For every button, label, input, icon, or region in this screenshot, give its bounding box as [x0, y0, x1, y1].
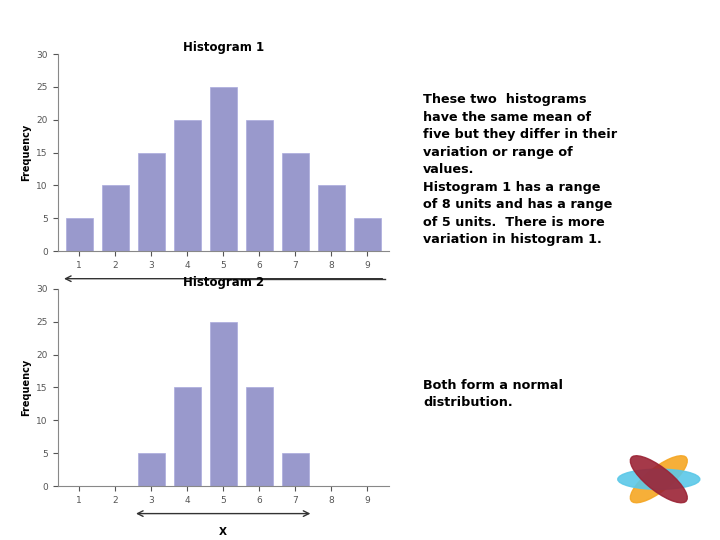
Bar: [174, 120, 201, 251]
Text: Two Different Normal
Distributions: Two Different Normal Distributions: [459, 25, 675, 64]
Bar: [138, 453, 165, 486]
Bar: [66, 218, 93, 251]
Bar: [282, 152, 309, 251]
Title: Histogram 2: Histogram 2: [183, 276, 264, 289]
Bar: [318, 185, 345, 251]
Bar: [282, 453, 309, 486]
Bar: [174, 388, 201, 486]
Ellipse shape: [630, 456, 688, 503]
Bar: [246, 120, 273, 251]
Bar: [210, 87, 237, 251]
Y-axis label: Frequency: Frequency: [21, 359, 31, 416]
Title: Histogram 1: Histogram 1: [183, 41, 264, 54]
Bar: [354, 218, 381, 251]
Ellipse shape: [618, 469, 700, 489]
Bar: [102, 185, 129, 251]
Text: X: X: [219, 528, 228, 537]
Text: X: X: [219, 293, 228, 302]
Text: 3: 3: [690, 518, 698, 532]
Bar: [138, 152, 165, 251]
Bar: [246, 388, 273, 486]
Bar: [210, 322, 237, 486]
Y-axis label: Frequency: Frequency: [21, 124, 31, 181]
Ellipse shape: [630, 456, 688, 503]
Text: These two  histograms
have the same mean of
five but they differ in their
variat: These two histograms have the same mean …: [423, 93, 617, 246]
Text: Both form a normal
distribution.: Both form a normal distribution.: [423, 379, 563, 409]
